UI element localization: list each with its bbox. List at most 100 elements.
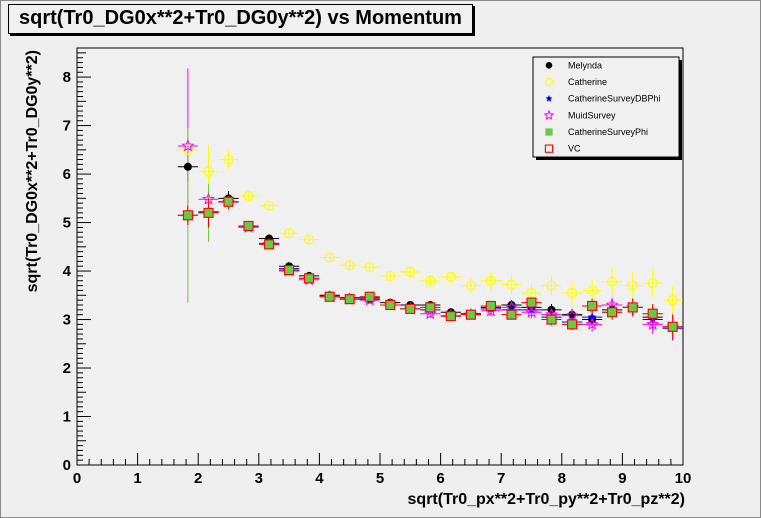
data-point	[667, 295, 678, 306]
data-point	[344, 294, 355, 305]
y-tick-label: 5	[63, 215, 71, 232]
data-point	[183, 210, 193, 220]
legend-entry-catherine: Catherine	[544, 77, 607, 87]
series-catherinesurveyphi	[183, 197, 678, 332]
data-point	[485, 300, 496, 312]
data-point	[526, 287, 537, 298]
x-tick-label: 0	[73, 470, 81, 487]
data-point	[223, 154, 234, 165]
x-tick-label: 9	[618, 470, 626, 487]
data-point	[223, 196, 234, 207]
legend-label: MuidSurvey	[568, 110, 616, 120]
data-point	[344, 260, 355, 271]
legend-marker	[543, 109, 555, 120]
x-tick-label: 1	[133, 470, 141, 487]
data-point	[324, 252, 335, 263]
data-point	[607, 307, 618, 318]
data-point	[586, 285, 598, 296]
y-tick-label: 6	[63, 166, 71, 183]
error-bars-catherine	[177, 132, 683, 315]
data-point	[606, 276, 618, 287]
data-point	[546, 315, 556, 325]
data-point	[527, 298, 536, 308]
x-tick-label: 7	[497, 470, 505, 487]
legend-label: CatherineSurveyPhi	[568, 127, 648, 137]
legend-marker	[545, 62, 553, 69]
data-point	[284, 265, 294, 275]
legend-marker	[544, 77, 554, 87]
data-point	[284, 228, 295, 239]
data-point	[445, 271, 457, 282]
data-point	[628, 302, 638, 312]
y-tick-label: 8	[63, 69, 71, 86]
data-point	[446, 311, 456, 321]
y-tick-label: 2	[63, 360, 71, 377]
data-point	[567, 319, 577, 329]
legend-entry-muidsurvey: MuidSurvey	[543, 109, 616, 120]
data-point	[202, 192, 215, 205]
x-tick-label: 10	[675, 470, 692, 487]
data-point	[203, 166, 214, 177]
y-tick-label: 0	[63, 457, 71, 474]
data-point	[243, 190, 254, 201]
legend-entry-vc: VC	[544, 144, 581, 154]
data-point	[181, 139, 195, 152]
legend-label: VC	[568, 144, 581, 154]
data-point	[324, 291, 335, 302]
data-point	[243, 221, 253, 231]
data-point	[527, 305, 536, 314]
data-point	[627, 280, 638, 291]
data-point	[385, 270, 396, 281]
data-markers	[181, 139, 680, 333]
x-tick-label: 4	[315, 470, 324, 487]
legend-label: Catherine	[568, 77, 607, 87]
legend-entry-melynda: Melynda	[545, 60, 602, 70]
data-point	[506, 309, 517, 320]
data-point	[304, 273, 315, 284]
data-point	[304, 273, 314, 283]
axes: 0 1 2 3 4 5 6 7 8 9 10 0 1 2 3 4 5 6 7 8	[63, 52, 692, 487]
legend-label: Melynda	[568, 60, 602, 70]
data-point	[405, 266, 416, 278]
data-point	[646, 317, 660, 330]
data-point	[182, 210, 193, 221]
data-point	[506, 279, 517, 290]
data-point	[526, 297, 537, 308]
data-point	[507, 310, 517, 320]
data-point	[425, 275, 436, 286]
data-point	[647, 278, 658, 289]
series-catherine	[182, 144, 678, 306]
y-axis-label: sqrt(Tr0_DG0x**2+Tr0_DG0y**2)	[24, 50, 41, 292]
data-point	[465, 280, 476, 291]
data-point	[667, 321, 678, 332]
data-point	[183, 162, 192, 171]
data-point	[647, 308, 658, 319]
x-tick-label: 8	[558, 470, 566, 487]
legend-entry-catherinesurveyphi: CatherineSurveyPhi	[545, 127, 648, 137]
data-point	[365, 292, 375, 302]
data-point	[364, 262, 375, 273]
data-point	[565, 308, 579, 322]
legend-marker	[545, 94, 553, 102]
x-tick-label: 2	[194, 470, 202, 487]
data-point	[385, 300, 395, 310]
data-point	[203, 207, 214, 218]
data-point	[425, 302, 436, 313]
data-point	[587, 300, 598, 312]
series-vc	[182, 196, 678, 332]
data-point	[668, 322, 678, 332]
legend-marker	[545, 128, 553, 136]
data-point	[466, 310, 476, 320]
legend-label: CatherineSurveyDBPhi	[568, 94, 661, 104]
legend-box	[532, 56, 680, 158]
data-point	[648, 309, 658, 319]
data-point	[224, 197, 233, 207]
data-point	[546, 280, 557, 291]
chart-title: sqrt(Tr0_DG0x**2+Tr0_DG0y**2) vs Momentu…	[8, 4, 473, 34]
data-point	[465, 309, 476, 320]
data-point	[243, 220, 254, 232]
data-point	[264, 239, 274, 249]
y-tick-label: 1	[63, 409, 71, 426]
data-point	[425, 302, 435, 312]
